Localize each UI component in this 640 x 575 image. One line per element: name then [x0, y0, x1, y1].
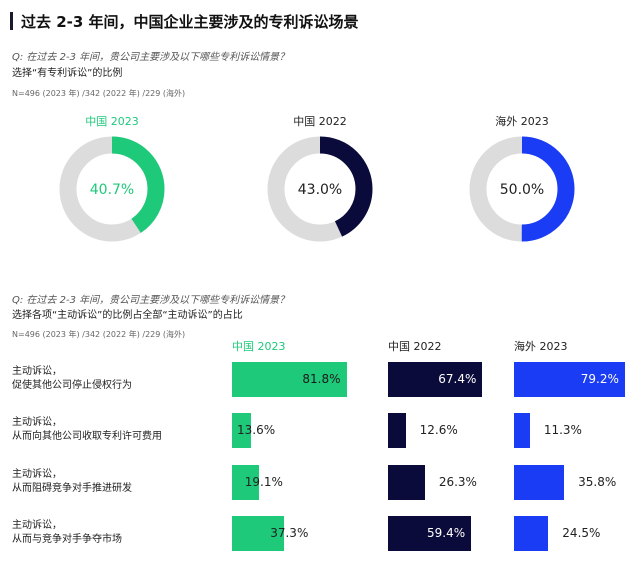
bar-label-2-0: 79.2% [580, 372, 619, 386]
bar-0-2 [232, 465, 259, 500]
bar-0-1 [232, 413, 252, 448]
page-title: 过去 2-3 年间，中国企业主要涉及的专利诉讼场景 [21, 12, 359, 31]
section1-question: Q: 在过去 2-3 年间，贵公司主要涉及以下哪些专利诉讼情景？ [12, 52, 290, 63]
bar-row-label-line: 促使其他公司停止侵权行为 [12, 380, 132, 391]
bar-label-0-1: 13.6% [237, 423, 276, 437]
bar-row-label-line: 主动诉讼， [12, 520, 62, 531]
bar-row-label-2: 主动诉讼， 从而阻碍竞争对手推进研发 [12, 468, 132, 496]
section2-question: Q: 在过去 2-3 年间，贵公司主要涉及以下哪些专利诉讼情景？ [12, 295, 290, 306]
bar-label-0-0: 81.8% [302, 372, 341, 386]
bar-2-3 [514, 516, 549, 551]
bar-label-2-1: 11.3% [543, 423, 582, 437]
bar-row-label-line: 从而向其他公司收取专利许可费用 [12, 431, 162, 442]
bar-label-0-2: 19.1% [244, 475, 283, 489]
donut-value-1: 43.0% [298, 182, 342, 198]
bar-row-label-line: 主动诉讼， [12, 417, 62, 428]
donut-slice-2 [469, 136, 575, 242]
donut-title-2: 海外 2023 [495, 115, 549, 128]
section1-subtitle: 选择“有专利诉讼”的比例 [12, 68, 123, 79]
bar-label-1-0: 67.4% [438, 372, 477, 386]
page-title-wrap: 过去 2-3 年间，中国企业主要涉及的专利诉讼场景 [10, 10, 359, 32]
donut-title-1: 中国 2022 [293, 115, 347, 128]
bar-label-2-3: 24.5% [562, 526, 601, 540]
bar-row-label-3: 主动诉讼， 从而与竞争对手争夺市场 [12, 519, 122, 547]
bar-0-3 [232, 516, 285, 551]
bar-2-1 [514, 413, 530, 448]
bar-1-1 [388, 413, 406, 448]
bar-1-2 [388, 465, 425, 500]
donut-0: 40.7% [59, 136, 165, 242]
bar-2-0 [514, 362, 625, 397]
donut-slice-1 [267, 136, 373, 242]
bar-row-label-1: 主动诉讼， 从而向其他公司收取专利许可费用 [12, 416, 162, 444]
bar-2-2 [514, 465, 565, 500]
bar-column-head-2: 海外 2023 [514, 340, 568, 353]
donut-1: 43.0% [267, 136, 373, 242]
donut-title-0: 中国 2023 [85, 115, 139, 128]
bar-column-head-0: 中国 2023 [232, 340, 286, 353]
bar-label-1-2: 26.3% [438, 475, 477, 489]
bar-row-label-line: 主动诉讼， [12, 469, 62, 480]
section2-subtitle: 选择各项“主动诉讼”的比例占全部“主动诉讼”的占比 [12, 310, 243, 321]
donut-2: 50.0% [469, 136, 575, 242]
donut-value-0: 40.7% [90, 182, 134, 198]
bar-label-1-3: 59.4% [427, 526, 466, 540]
donut-slice-0 [59, 136, 165, 242]
bar-0-0 [232, 362, 347, 397]
bar-row-label-line: 主动诉讼， [12, 366, 62, 377]
bar-1-3 [388, 516, 472, 551]
bar-row-label-line: 从而阻碍竞争对手推进研发 [12, 483, 132, 494]
bar-1-0 [388, 362, 483, 397]
title-accent-bar [10, 12, 13, 30]
bar-label-2-2: 35.8% [578, 475, 617, 489]
bar-label-0-3: 37.3% [270, 526, 309, 540]
bar-column-head-1: 中国 2022 [388, 340, 442, 353]
bar-label-1-1: 12.6% [419, 423, 458, 437]
donut-value-2: 50.0% [500, 182, 544, 198]
section1-n-note: N=496 (2023 年) /342 (2022 年) /229 (海外) [12, 89, 186, 98]
bar-row-label-line: 从而与竞争对手争夺市场 [12, 534, 122, 545]
bar-row-label-0: 主动诉讼， 促使其他公司停止侵权行为 [12, 365, 132, 393]
section2-n-note: N=496 (2023 年) /342 (2022 年) /229 (海外) [12, 330, 186, 339]
